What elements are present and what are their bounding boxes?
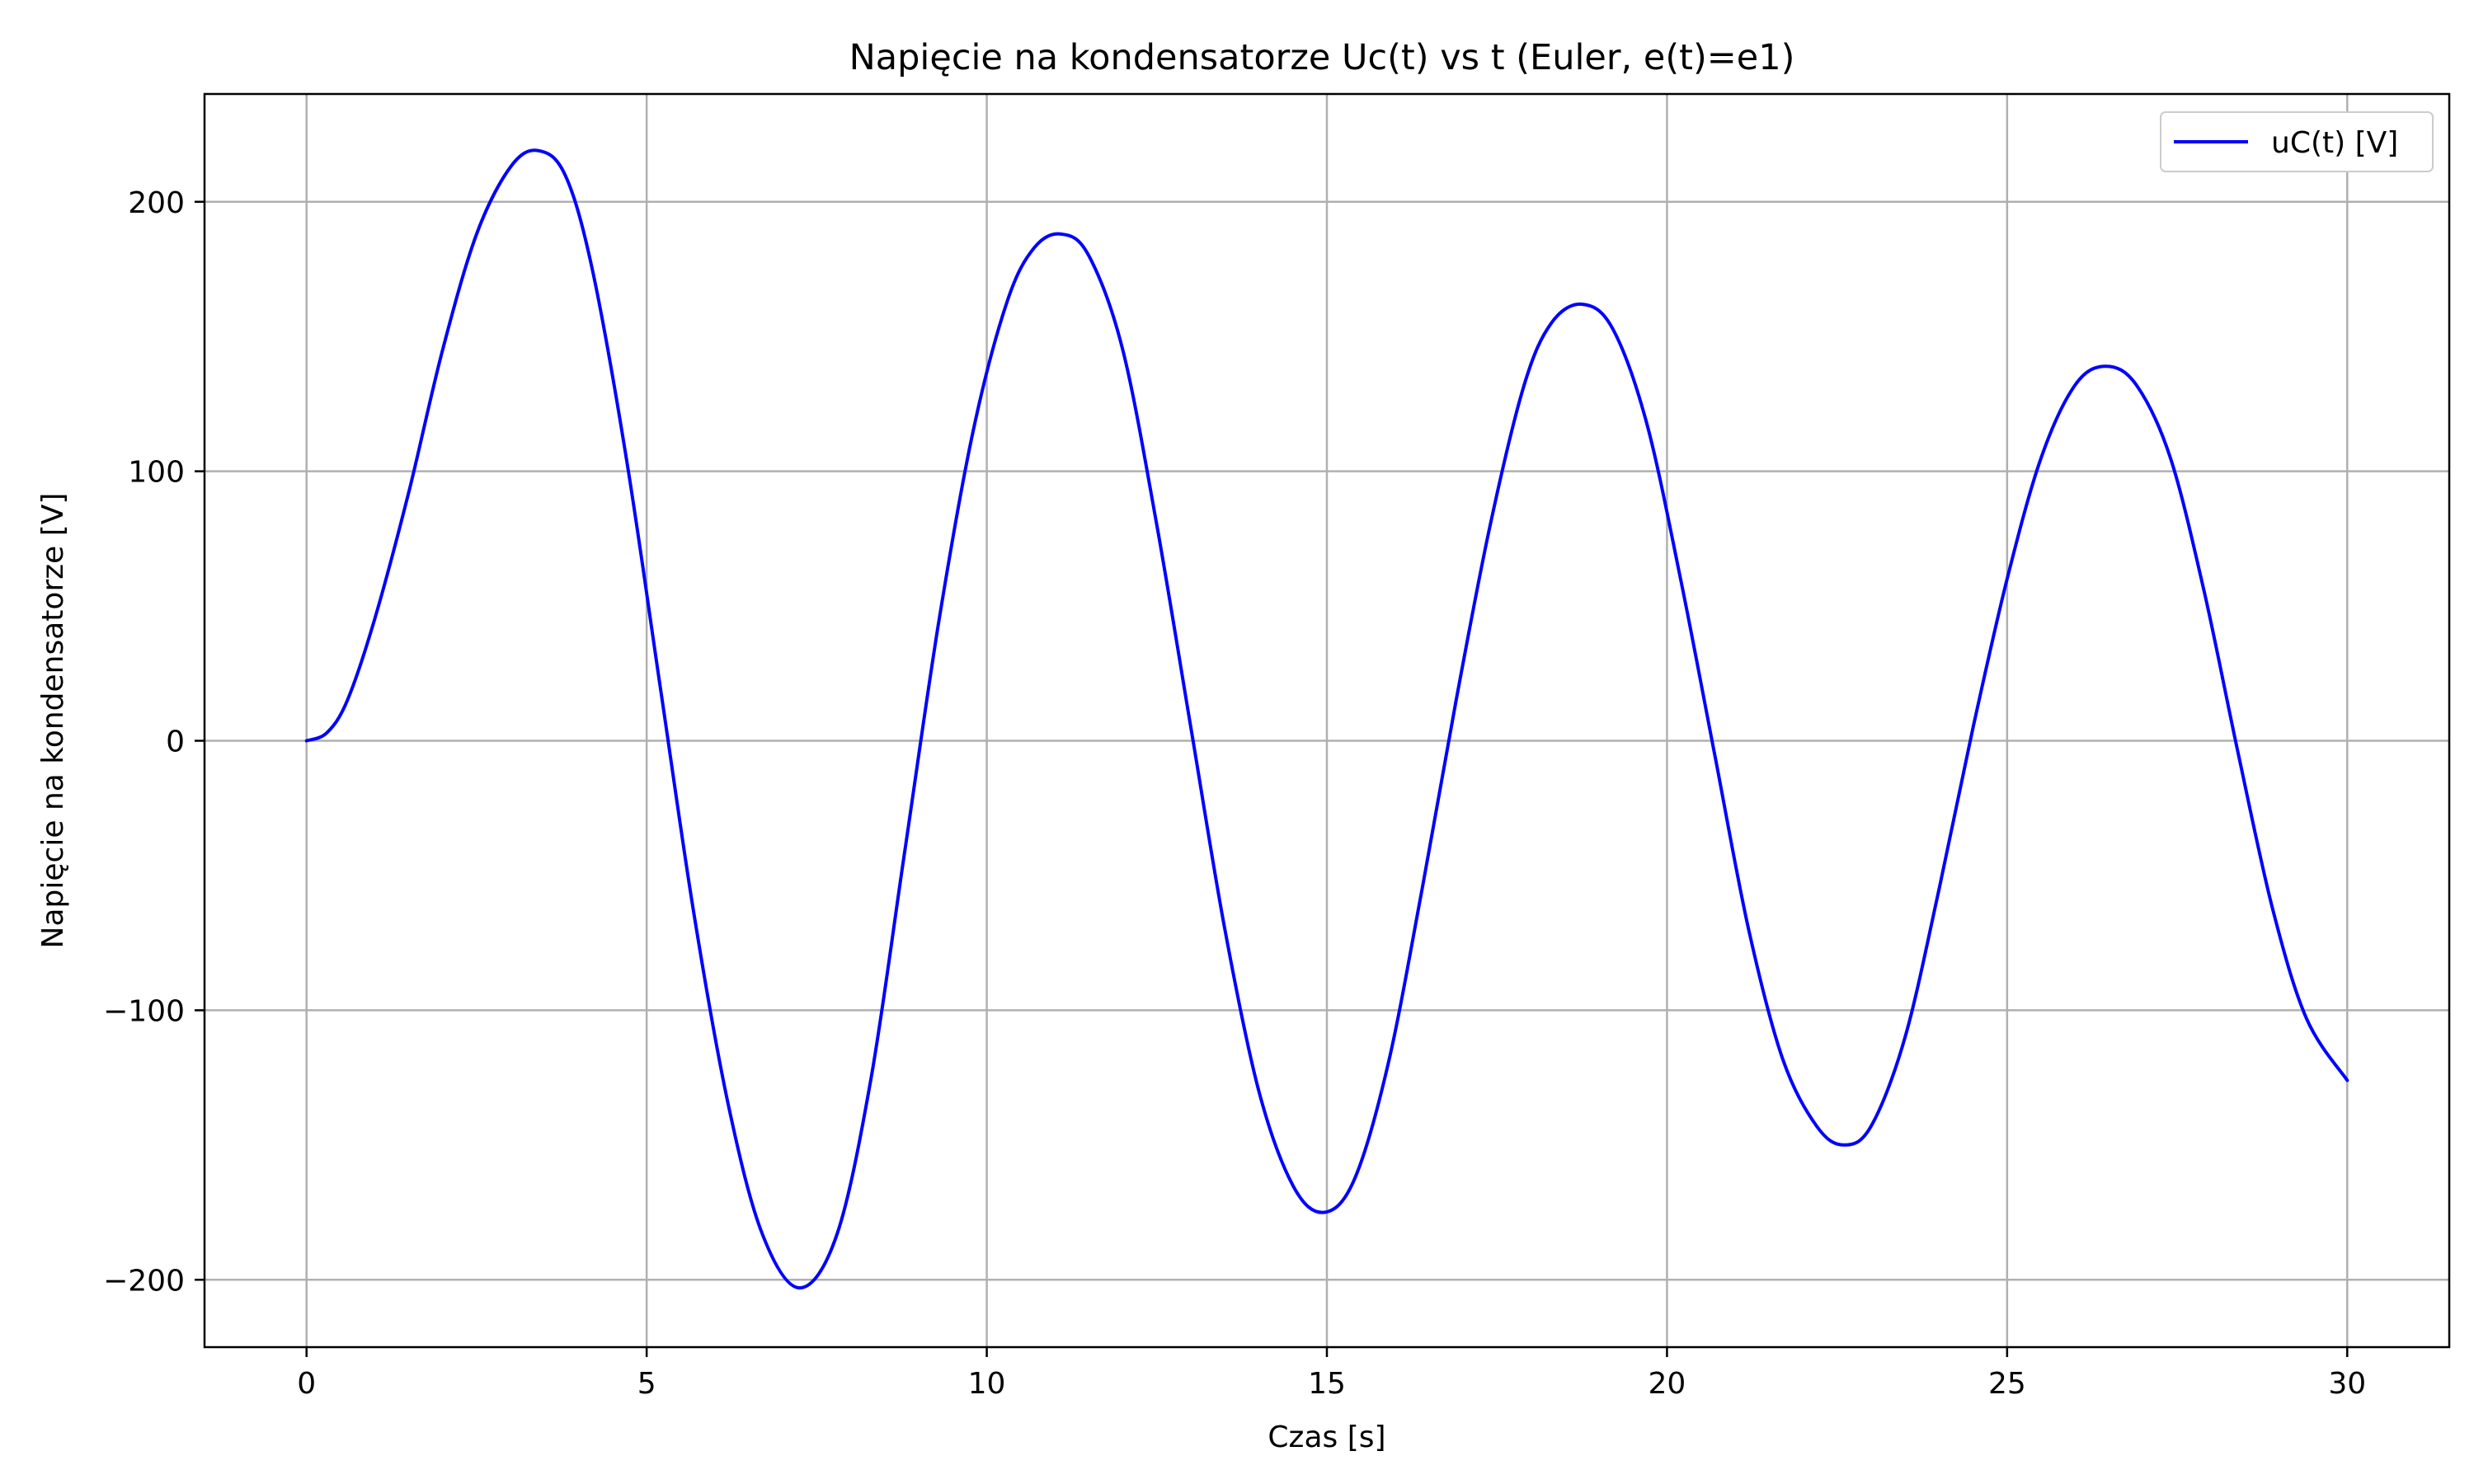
x-tick-label: 10 <box>968 1367 1006 1401</box>
y-axis-label: Napięcie na kondensatorze [V] <box>36 493 70 949</box>
x-tick-label: 15 <box>1308 1367 1346 1401</box>
series-line-uc <box>304 148 2349 1290</box>
x-axis-label: Czas [s] <box>1268 1421 1385 1454</box>
y-tick-label: 0 <box>166 726 185 759</box>
y-tick-label: 200 <box>128 186 185 220</box>
legend-label: uC(t) [V] <box>2271 126 2398 160</box>
x-tick-label: 20 <box>1649 1367 1686 1401</box>
legend-box <box>2160 111 2434 172</box>
x-tick-label: 25 <box>1988 1367 2026 1401</box>
y-tick-label: −200 <box>103 1264 185 1298</box>
series-layer <box>304 148 2349 1290</box>
x-tick-label: 0 <box>297 1367 316 1401</box>
grid <box>205 94 2449 1347</box>
y-tick-label: 100 <box>128 456 185 490</box>
x-tick-label: 5 <box>637 1367 656 1401</box>
axis-ticks: 0 5 10 15 20 25 30 −200 −100 0 100 200 <box>103 186 2366 1401</box>
x-tick-label: 30 <box>2328 1367 2366 1401</box>
chart-title: Napięcie na kondensatorze Uc(t) vs t (Eu… <box>849 37 1795 78</box>
legend: uC(t) [V] <box>2160 111 2434 172</box>
y-tick-label: −100 <box>103 994 185 1028</box>
